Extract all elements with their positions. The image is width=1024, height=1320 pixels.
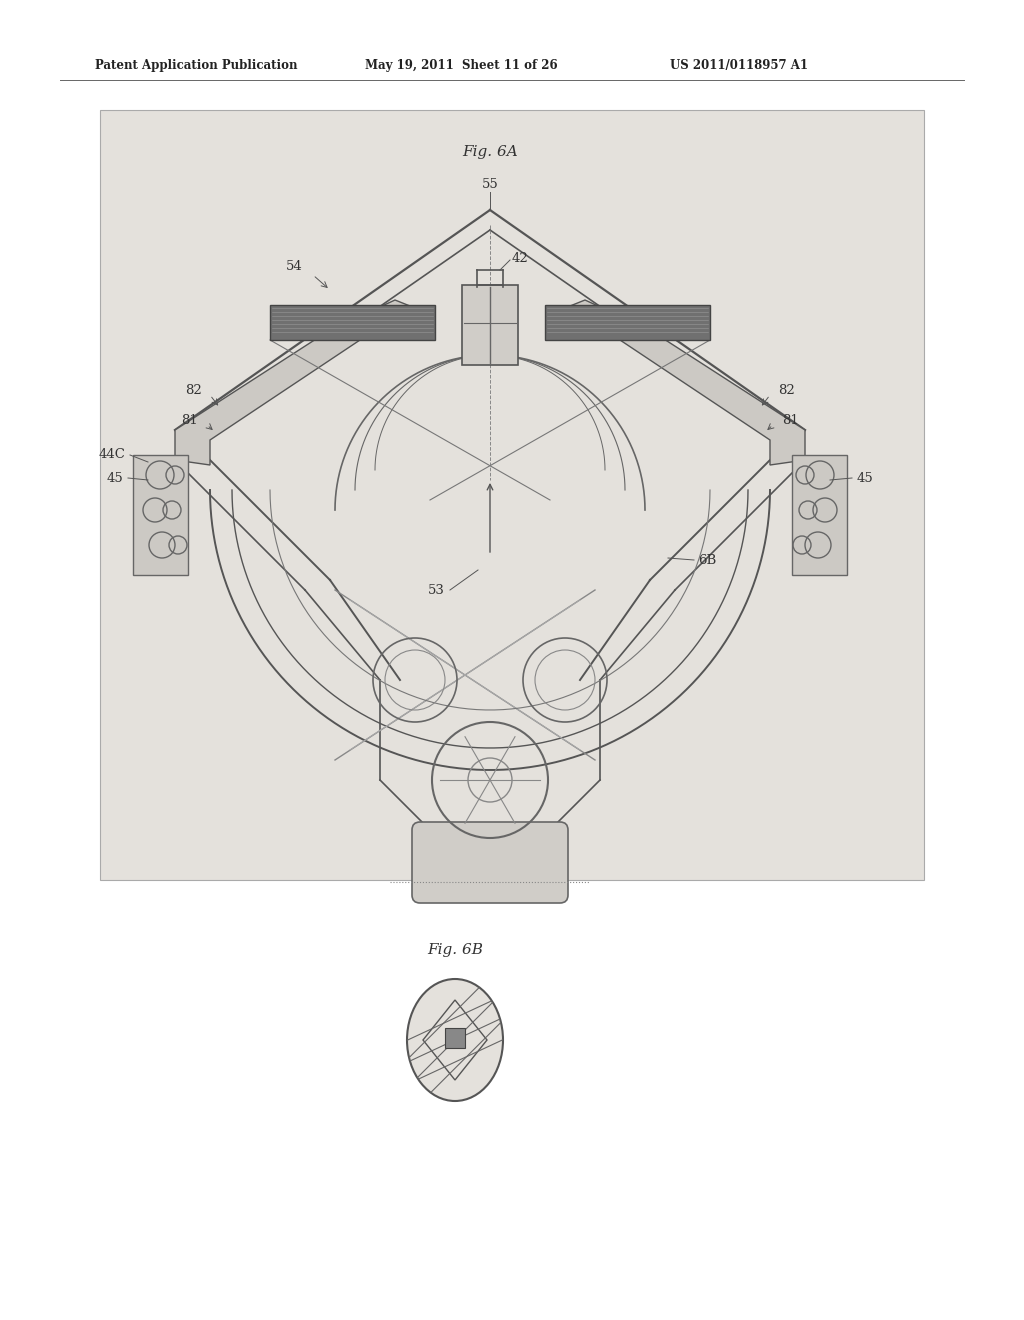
FancyBboxPatch shape <box>133 455 188 576</box>
FancyBboxPatch shape <box>445 1028 465 1048</box>
Text: 81: 81 <box>181 413 198 426</box>
Ellipse shape <box>407 979 503 1101</box>
Text: US 2011/0118957 A1: US 2011/0118957 A1 <box>670 58 808 71</box>
Text: Fig. 6A: Fig. 6A <box>462 145 518 158</box>
Text: 55: 55 <box>481 178 499 191</box>
Text: 54: 54 <box>287 260 303 273</box>
Text: Patent Application Publication: Patent Application Publication <box>95 58 298 71</box>
Polygon shape <box>175 300 420 465</box>
Text: 42: 42 <box>512 252 528 264</box>
Text: Fig. 6B: Fig. 6B <box>427 942 483 957</box>
Polygon shape <box>560 300 805 465</box>
Text: 6B: 6B <box>698 553 716 566</box>
FancyBboxPatch shape <box>792 455 847 576</box>
Text: 45: 45 <box>857 471 873 484</box>
Text: May 19, 2011  Sheet 11 of 26: May 19, 2011 Sheet 11 of 26 <box>365 58 558 71</box>
FancyBboxPatch shape <box>412 822 568 903</box>
Text: 81: 81 <box>782 413 799 426</box>
FancyBboxPatch shape <box>270 305 435 341</box>
Text: 44C: 44C <box>98 449 125 462</box>
FancyBboxPatch shape <box>462 285 518 366</box>
Text: 82: 82 <box>778 384 795 396</box>
FancyBboxPatch shape <box>545 305 710 341</box>
Text: 45: 45 <box>106 471 123 484</box>
Text: 53: 53 <box>428 583 445 597</box>
Text: 82: 82 <box>185 384 202 396</box>
FancyBboxPatch shape <box>100 110 924 880</box>
